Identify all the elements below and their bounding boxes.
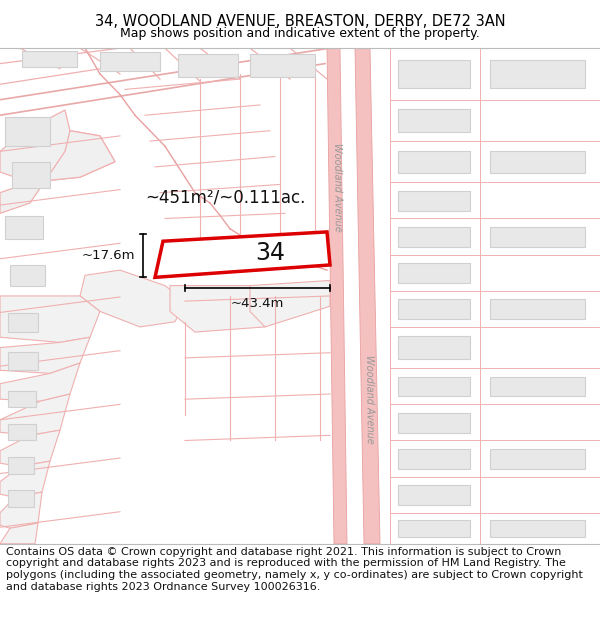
Bar	[398, 263, 470, 283]
Bar	[398, 60, 470, 88]
Bar	[8, 314, 38, 332]
Bar	[8, 424, 36, 441]
Bar	[398, 109, 470, 132]
Text: Woodland Avenue: Woodland Avenue	[364, 355, 374, 444]
Bar	[8, 490, 34, 507]
Bar	[398, 151, 470, 173]
Bar	[398, 227, 470, 247]
Polygon shape	[0, 394, 70, 436]
Bar	[10, 265, 45, 286]
Bar	[22, 51, 77, 67]
Bar	[490, 60, 585, 88]
Bar	[398, 376, 470, 396]
Bar	[12, 162, 50, 188]
Text: ~451m²/~0.111ac.: ~451m²/~0.111ac.	[145, 189, 305, 207]
Bar	[398, 485, 470, 505]
Polygon shape	[0, 296, 100, 343]
Bar	[398, 449, 470, 469]
Text: ~43.4m: ~43.4m	[231, 297, 284, 310]
Polygon shape	[170, 286, 270, 332]
Bar	[490, 520, 585, 537]
Bar	[490, 299, 585, 319]
Polygon shape	[0, 338, 90, 373]
Polygon shape	[355, 48, 380, 544]
Bar	[100, 52, 160, 71]
Bar	[398, 336, 470, 359]
Bar	[178, 54, 238, 77]
Bar	[250, 54, 315, 77]
Text: 34: 34	[255, 241, 285, 264]
Polygon shape	[0, 523, 38, 544]
Polygon shape	[155, 232, 330, 278]
Bar	[490, 151, 585, 173]
Text: Woodland Avenue: Woodland Avenue	[332, 143, 343, 232]
Bar	[5, 216, 43, 239]
Polygon shape	[0, 363, 80, 401]
Bar	[490, 376, 585, 396]
Polygon shape	[0, 492, 42, 528]
Bar	[398, 520, 470, 537]
Text: 34, WOODLAND AVENUE, BREASTON, DERBY, DE72 3AN: 34, WOODLAND AVENUE, BREASTON, DERBY, DE…	[95, 14, 505, 29]
Bar	[490, 449, 585, 469]
Text: ~17.6m: ~17.6m	[82, 249, 135, 262]
Polygon shape	[0, 430, 60, 466]
Bar	[398, 299, 470, 319]
Bar	[398, 191, 470, 211]
Text: Contains OS data © Crown copyright and database right 2021. This information is : Contains OS data © Crown copyright and d…	[6, 547, 583, 592]
Polygon shape	[80, 270, 185, 327]
Polygon shape	[0, 461, 50, 498]
Polygon shape	[0, 110, 115, 182]
Bar	[8, 352, 38, 370]
Bar	[5, 118, 50, 146]
Polygon shape	[0, 131, 115, 213]
Bar	[8, 391, 36, 408]
Polygon shape	[250, 281, 330, 327]
Polygon shape	[327, 48, 347, 544]
Bar	[8, 457, 34, 474]
Bar	[398, 412, 470, 432]
Bar	[490, 227, 585, 247]
Text: Map shows position and indicative extent of the property.: Map shows position and indicative extent…	[120, 28, 480, 41]
